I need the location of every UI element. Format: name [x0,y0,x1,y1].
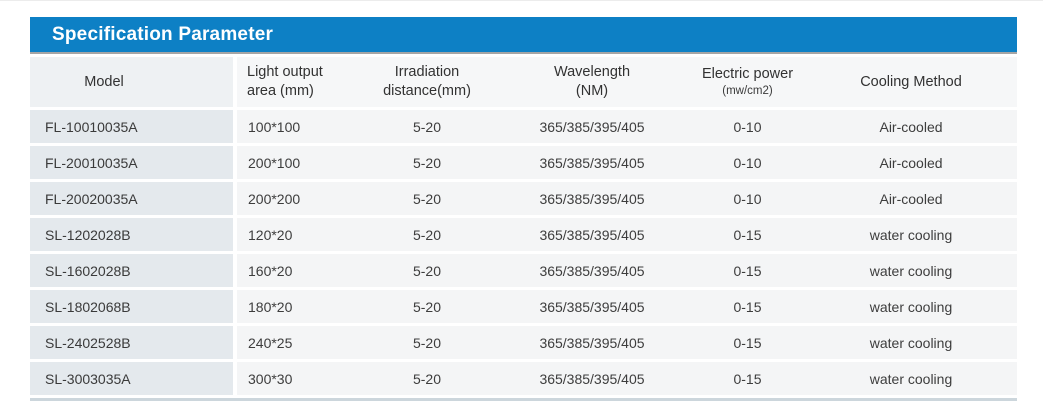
table-body: FL-10010035A 100*100 5-20 365/385/395/40… [30,110,1017,395]
specification-table: Model Light output area (mm) Irradiation… [30,54,1017,398]
cell-electric-power: 0-15 [690,290,805,323]
cell-wavelength: 365/385/395/405 [494,326,690,359]
cell-cooling-method: water cooling [805,254,1017,287]
table-row: FL-20010035A 200*100 5-20 365/385/395/40… [30,146,1017,179]
cell-light-output-area: 100*100 [237,110,360,143]
cell-cooling-method: water cooling [805,290,1017,323]
column-label: Light output [247,64,323,81]
cell-cooling-method: Air-cooled [805,182,1017,215]
cell-wavelength: 365/385/395/405 [494,146,690,179]
table-row: FL-10010035A 100*100 5-20 365/385/395/40… [30,110,1017,143]
cell-model: SL-1802068B [30,290,237,323]
cell-model: SL-1602028B [30,254,237,287]
cell-light-output-area: 200*100 [237,146,360,179]
cell-electric-power: 0-10 [690,182,805,215]
column-label: Irradiation [394,64,460,81]
cell-irradiation-distance: 5-20 [360,326,494,359]
column-header-light-output-area: Light output area (mm) [237,57,360,107]
table-row: SL-3003035A 300*30 5-20 365/385/395/405 … [30,362,1017,395]
column-label: Wavelength [553,64,631,81]
cell-light-output-area: 160*20 [237,254,360,287]
table-row: FL-20020035A 200*200 5-20 365/385/395/40… [30,182,1017,215]
cell-wavelength: 365/385/395/405 [494,218,690,251]
column-label: Model [84,73,124,90]
column-label: Cooling Method [860,73,962,90]
cell-irradiation-distance: 5-20 [360,254,494,287]
table-row: SL-2402528B 240*25 5-20 365/385/395/405 … [30,326,1017,359]
column-sublabel: (mw/cm2) [722,84,773,97]
column-sublabel: area (mm) [247,83,314,99]
table-row: SL-1802068B 180*20 5-20 365/385/395/405 … [30,290,1017,323]
cell-cooling-method: water cooling [805,362,1017,395]
cell-electric-power: 0-15 [690,254,805,287]
cell-irradiation-distance: 5-20 [360,290,494,323]
cell-cooling-method: Air-cooled [805,110,1017,143]
table-row: SL-1202028B 120*20 5-20 365/385/395/405 … [30,218,1017,251]
cell-irradiation-distance: 5-20 [360,362,494,395]
cell-light-output-area: 300*30 [237,362,360,395]
cell-light-output-area: 180*20 [237,290,360,323]
cell-wavelength: 365/385/395/405 [494,290,690,323]
column-header-wavelength: Wavelength (NM) [494,57,690,107]
cell-irradiation-distance: 5-20 [360,110,494,143]
cell-model: FL-20020035A [30,182,237,215]
header-row: Model Light output area (mm) Irradiation… [30,57,1017,107]
panel-title: Specification Parameter [52,23,274,45]
column-header-model: Model [30,57,237,107]
table-row: SL-1602028B 160*20 5-20 365/385/395/405 … [30,254,1017,287]
cell-electric-power: 0-15 [690,326,805,359]
cell-model: SL-1202028B [30,218,237,251]
cell-light-output-area: 120*20 [237,218,360,251]
cell-electric-power: 0-10 [690,110,805,143]
cell-wavelength: 365/385/395/405 [494,254,690,287]
cell-electric-power: 0-15 [690,218,805,251]
cell-wavelength: 365/385/395/405 [494,182,690,215]
column-sublabel: (NM) [575,83,609,99]
cell-cooling-method: Air-cooled [805,146,1017,179]
cell-wavelength: 365/385/395/405 [494,362,690,395]
panel-title-bar: Specification Parameter [30,17,1017,54]
cell-light-output-area: 240*25 [237,326,360,359]
column-label: Electric power [701,66,794,83]
cell-irradiation-distance: 5-20 [360,146,494,179]
cell-light-output-area: 200*200 [237,182,360,215]
table-bottom-divider [30,398,1017,401]
cell-model: SL-2402528B [30,326,237,359]
column-header-electric-power: Electric power (mw/cm2) [690,57,805,107]
column-header-irradiation-distance: Irradiation distance(mm) [360,57,494,107]
cell-model: FL-20010035A [30,146,237,179]
cell-electric-power: 0-10 [690,146,805,179]
cell-model: FL-10010035A [30,110,237,143]
cell-cooling-method: water cooling [805,326,1017,359]
cell-cooling-method: water cooling [805,218,1017,251]
column-header-cooling-method: Cooling Method [805,57,1017,107]
column-sublabel: distance(mm) [383,83,471,99]
specification-panel: Specification Parameter Model Light outp… [30,17,1017,401]
cell-model: SL-3003035A [30,362,237,395]
cell-irradiation-distance: 5-20 [360,218,494,251]
cell-wavelength: 365/385/395/405 [494,110,690,143]
cell-irradiation-distance: 5-20 [360,182,494,215]
cell-electric-power: 0-15 [690,362,805,395]
table-header: Model Light output area (mm) Irradiation… [30,57,1017,107]
